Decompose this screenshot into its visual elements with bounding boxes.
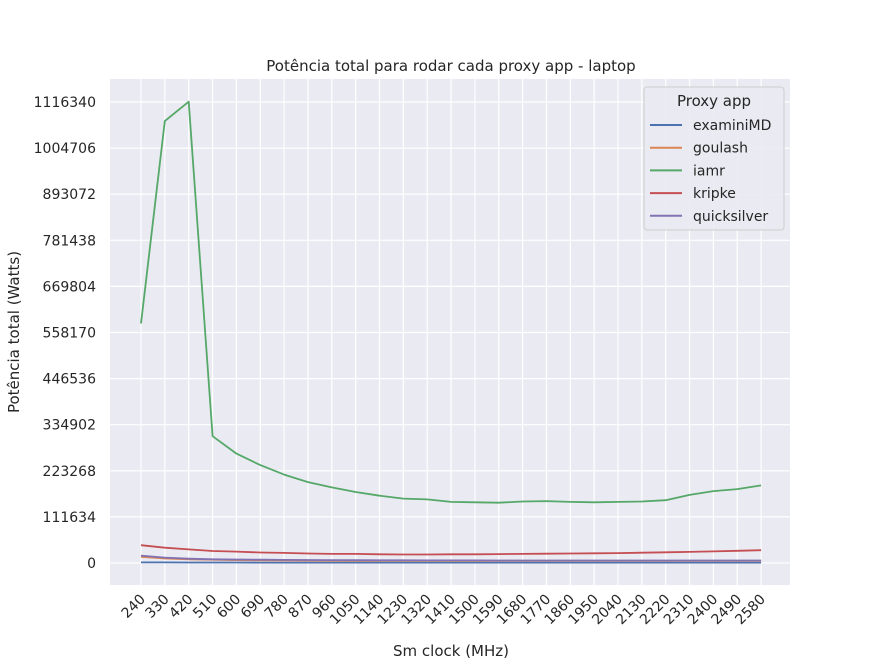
legend-title: Proxy app [677,92,751,110]
legend-entry-quicksilver: quicksilver [693,209,768,225]
x-tick-label: 870 [286,592,316,622]
x-tick-label: 600 [214,592,244,622]
x-axis-label: Sm clock (MHz) [393,642,509,658]
legend-entry-kripke: kripke [693,186,736,202]
y-tick-label: 446536 [43,372,97,388]
legend-box [643,86,785,231]
x-tick-labels: 2403304205106006907808709601050114012301… [119,592,769,629]
y-axis-label: Potência total (Watts) [5,251,23,413]
chart-title: Potência total para rodar cada proxy app… [266,57,635,75]
x-tick-label: 780 [262,592,292,622]
x-tick-label: 690 [238,592,268,622]
legend: Proxy app examiniMD goulash iamr kripke quic… [643,86,785,231]
y-tick-label: 669804 [43,279,97,295]
y-tick-label: 111634 [43,510,97,526]
x-tick-label: 510 [190,592,220,622]
x-tick-label: 330 [142,592,172,622]
legend-entry-goulash: goulash [693,141,748,157]
series-line-quicksilver [140,554,762,562]
y-tick-label: 223268 [43,464,96,480]
x-tick-label: 420 [166,592,196,622]
y-tick-labels: 0 111634 223268 334902 446536 558170 669804 781… [34,95,96,572]
series-line-kripke [140,544,762,556]
y-tick-label: 893072 [43,187,96,203]
y-tick-label: 1004706 [34,141,96,157]
y-tick-label: 334902 [43,418,96,434]
y-tick-label: 781438 [43,233,96,249]
y-tick-label: 0 [87,556,96,572]
legend-entry-examiniMD: examiniMD [693,118,771,134]
legend-entry-iamr: iamr [693,163,725,179]
y-tick-label: 1116340 [34,95,96,111]
y-tick-label: 558170 [43,326,96,342]
x-tick-label: 240 [119,592,149,622]
series-line-iamr [140,100,762,504]
series-lines [140,100,762,564]
